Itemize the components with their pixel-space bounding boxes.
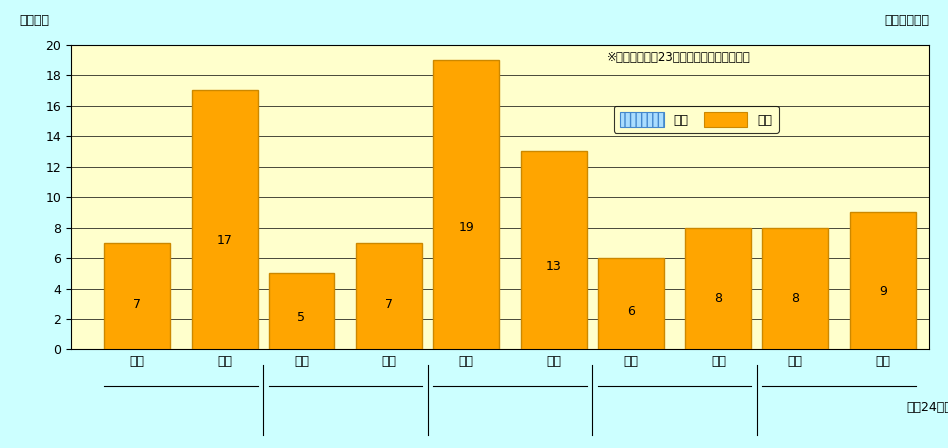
Text: 7: 7 xyxy=(385,298,393,311)
Text: 9: 9 xyxy=(879,285,887,298)
Bar xyxy=(762,228,829,349)
Text: 7: 7 xyxy=(133,298,141,311)
Text: 17: 17 xyxy=(217,234,232,247)
Bar xyxy=(433,60,499,349)
Bar xyxy=(104,243,170,349)
Text: 6: 6 xyxy=(627,305,634,318)
Text: 19: 19 xyxy=(458,221,474,234)
Text: 13: 13 xyxy=(546,260,562,273)
Bar xyxy=(597,258,664,349)
Text: 8: 8 xyxy=(792,292,799,305)
Text: 平成24年度: 平成24年度 xyxy=(906,401,948,414)
Text: （各年度中）: （各年度中） xyxy=(884,13,929,26)
Text: 5: 5 xyxy=(298,311,305,324)
Text: ※新設は、平成23年度からはありません。: ※新設は、平成23年度からはありません。 xyxy=(608,51,751,64)
Legend: 新設, 変更: 新設, 変更 xyxy=(613,106,778,133)
Bar xyxy=(268,273,335,349)
Bar xyxy=(356,243,422,349)
Bar xyxy=(520,151,587,349)
Bar xyxy=(191,90,258,349)
Text: （件数）: （件数） xyxy=(20,13,49,26)
Text: 8: 8 xyxy=(715,292,722,305)
Bar xyxy=(685,228,752,349)
Bar xyxy=(850,212,916,349)
